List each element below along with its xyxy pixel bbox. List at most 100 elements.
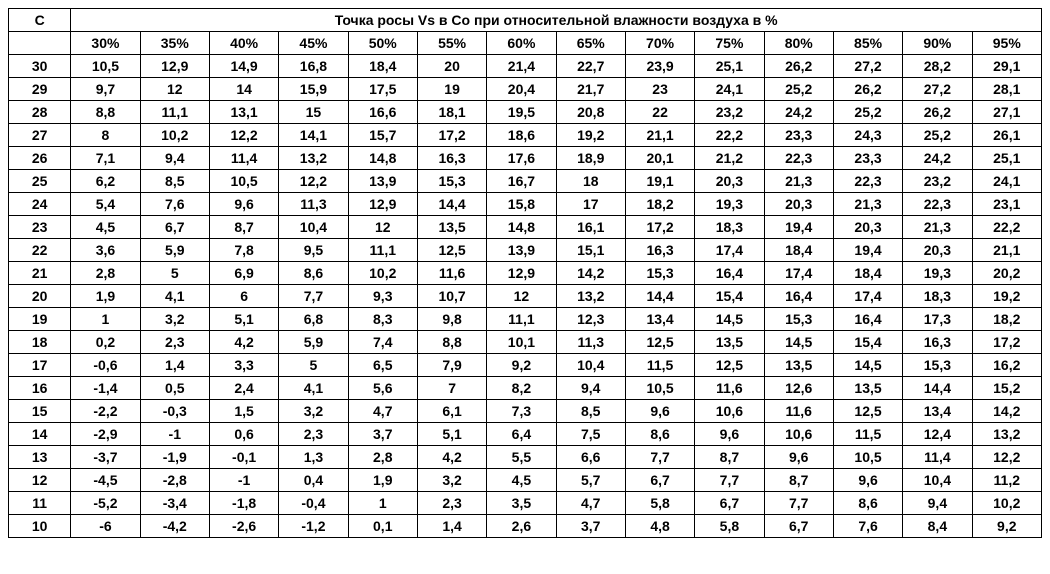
data-cell: 6,7 [764, 515, 833, 538]
data-cell: 19,4 [764, 216, 833, 239]
data-cell: 3,2 [279, 400, 348, 423]
temperature-cell: 28 [9, 101, 71, 124]
data-cell: 13,5 [833, 377, 902, 400]
data-cell: -6 [71, 515, 140, 538]
data-cell: 10,5 [833, 446, 902, 469]
data-cell: 15,2 [972, 377, 1041, 400]
data-cell: 19,3 [695, 193, 764, 216]
data-cell: 12,6 [764, 377, 833, 400]
data-cell: -1,4 [71, 377, 140, 400]
data-cell: 9,2 [972, 515, 1041, 538]
data-cell: 9,4 [556, 377, 625, 400]
humidity-header: 55% [417, 32, 486, 55]
data-cell: -0,4 [279, 492, 348, 515]
data-cell: 25,1 [972, 147, 1041, 170]
humidity-header: 75% [695, 32, 764, 55]
data-cell: 15,3 [625, 262, 694, 285]
data-cell: -0,6 [71, 354, 140, 377]
data-cell: 9,4 [140, 147, 209, 170]
table-row: 245,47,69,611,312,914,415,81718,219,320,… [9, 193, 1042, 216]
data-cell: 4,1 [279, 377, 348, 400]
data-cell: 18,2 [972, 308, 1041, 331]
data-cell: 17 [556, 193, 625, 216]
data-cell: 18,9 [556, 147, 625, 170]
data-cell: 6,9 [209, 262, 278, 285]
data-cell: 23,2 [695, 101, 764, 124]
data-cell: 19,2 [972, 285, 1041, 308]
data-cell: 7,7 [279, 285, 348, 308]
data-cell: 16,4 [833, 308, 902, 331]
data-cell: 29,1 [972, 55, 1041, 78]
data-cell: 12,5 [695, 354, 764, 377]
data-cell: 10,5 [209, 170, 278, 193]
data-cell: 8,6 [279, 262, 348, 285]
humidity-header: 35% [140, 32, 209, 55]
data-cell: 14,2 [556, 262, 625, 285]
data-cell: 26,1 [972, 124, 1041, 147]
data-cell: 1,5 [209, 400, 278, 423]
temperature-cell: 20 [9, 285, 71, 308]
data-cell: 18,1 [417, 101, 486, 124]
data-cell: 1 [71, 308, 140, 331]
data-cell: 4,1 [140, 285, 209, 308]
data-cell: 8 [71, 124, 140, 147]
data-cell: 25,2 [903, 124, 972, 147]
data-cell: 5,8 [695, 515, 764, 538]
data-cell: 11,1 [487, 308, 556, 331]
data-cell: 11,4 [903, 446, 972, 469]
data-cell: 3,3 [209, 354, 278, 377]
data-cell: 21,2 [695, 147, 764, 170]
data-cell: 19,2 [556, 124, 625, 147]
data-cell: 5,1 [209, 308, 278, 331]
data-cell: 13,2 [972, 423, 1041, 446]
data-cell: 0,4 [279, 469, 348, 492]
data-cell: 5,9 [279, 331, 348, 354]
data-cell: 7,3 [487, 400, 556, 423]
data-cell: 4,8 [625, 515, 694, 538]
humidity-header: 65% [556, 32, 625, 55]
data-cell: 20,2 [972, 262, 1041, 285]
data-cell: 9,6 [764, 446, 833, 469]
data-cell: 15,3 [764, 308, 833, 331]
data-cell: 14,5 [833, 354, 902, 377]
data-cell: 20,8 [556, 101, 625, 124]
table-row: 223,65,97,89,511,112,513,915,116,317,418… [9, 239, 1042, 262]
data-cell: 7,7 [764, 492, 833, 515]
table-row: 288,811,113,11516,618,119,520,82223,224,… [9, 101, 1042, 124]
table-row: 14-2,9-10,62,33,75,16,47,58,69,610,611,5… [9, 423, 1042, 446]
data-cell: 4,2 [209, 331, 278, 354]
data-cell: 6,7 [625, 469, 694, 492]
data-cell: -1,2 [279, 515, 348, 538]
data-cell: 19,5 [487, 101, 556, 124]
data-cell: 19,4 [833, 239, 902, 262]
data-cell: 12 [140, 78, 209, 101]
table-row: 201,94,167,79,310,71213,214,415,416,417,… [9, 285, 1042, 308]
humidity-header: 70% [625, 32, 694, 55]
data-cell: 28,1 [972, 78, 1041, 101]
data-cell: 12,9 [140, 55, 209, 78]
data-cell: 8,7 [695, 446, 764, 469]
temperature-cell: 30 [9, 55, 71, 78]
data-cell: 8,5 [556, 400, 625, 423]
data-cell: 11,1 [140, 101, 209, 124]
data-cell: 16,3 [417, 147, 486, 170]
data-cell: 11,4 [209, 147, 278, 170]
data-cell: -0,3 [140, 400, 209, 423]
data-cell: 6,5 [348, 354, 417, 377]
data-cell: 10,7 [417, 285, 486, 308]
data-cell: 15,3 [417, 170, 486, 193]
data-cell: 14,4 [417, 193, 486, 216]
temperature-cell: 24 [9, 193, 71, 216]
temperature-cell: 27 [9, 124, 71, 147]
data-cell: 6,7 [140, 216, 209, 239]
data-cell: 7 [417, 377, 486, 400]
data-cell: 17,5 [348, 78, 417, 101]
data-cell: 14,5 [695, 308, 764, 331]
table-title: Точка росы Vs в Со при относительной вла… [71, 9, 1042, 32]
data-cell: 10,2 [972, 492, 1041, 515]
data-cell: 7,7 [695, 469, 764, 492]
table-row: 15-2,2-0,31,53,24,76,17,38,59,610,611,61… [9, 400, 1042, 423]
humidity-header: 85% [833, 32, 902, 55]
data-cell: 2,3 [417, 492, 486, 515]
data-cell: 16,7 [487, 170, 556, 193]
